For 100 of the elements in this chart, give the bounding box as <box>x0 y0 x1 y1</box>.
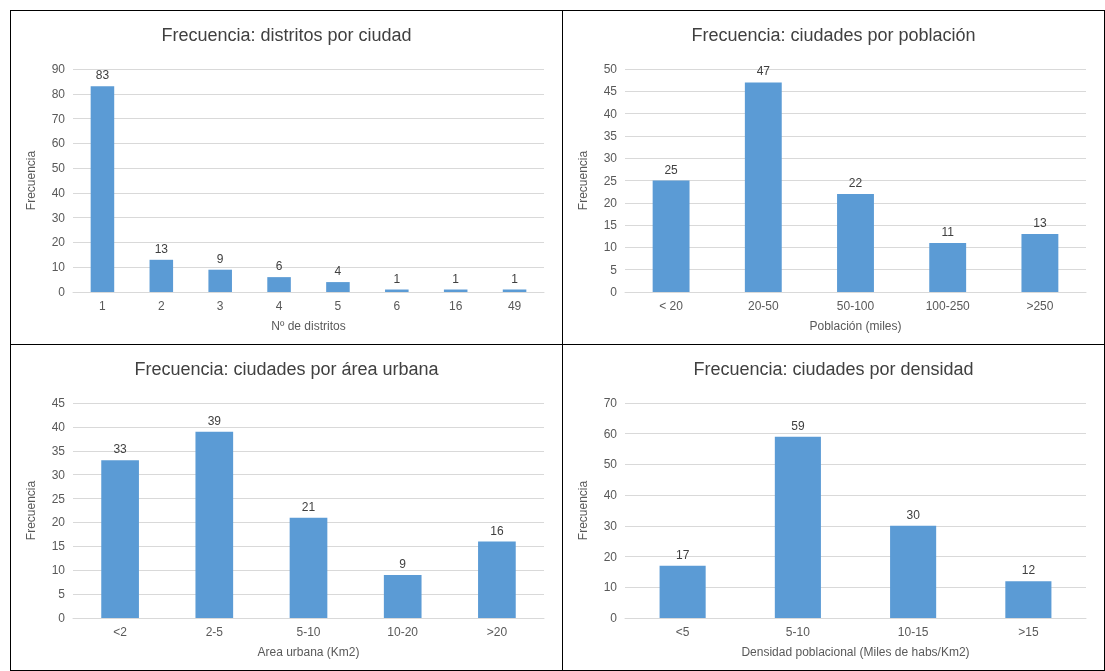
y-tick-label: 45 <box>603 84 618 99</box>
y-axis-title: Frecuencia <box>576 150 590 211</box>
bar <box>652 180 690 292</box>
x-axis-title: Población (miles) <box>809 319 902 333</box>
data-label: 83 <box>95 68 110 83</box>
y-tick-label: 30 <box>603 518 618 533</box>
y-tick-label: 10 <box>603 240 618 255</box>
chart-title: Frecuencia: distritos por ciudad <box>161 25 412 45</box>
y-tick-label: 0 <box>58 611 66 625</box>
y-tick-label: 90 <box>51 62 66 76</box>
y-tick-label: 40 <box>51 419 66 434</box>
y-tick-label: 25 <box>51 491 66 506</box>
bar <box>929 242 967 292</box>
data-label: 1 <box>511 271 519 286</box>
y-tick-label: 0 <box>610 285 618 299</box>
chart-title: Frecuencia: ciudades por densidad <box>693 359 974 379</box>
bar <box>837 193 874 292</box>
y-tick-label: 20 <box>603 549 618 564</box>
y-tick-label: 50 <box>603 62 618 76</box>
x-tick-label: 5 <box>334 299 342 313</box>
x-tick-label: <5 <box>675 625 690 639</box>
x-tick-label: 5-10 <box>296 625 321 639</box>
bar <box>195 431 234 618</box>
x-axis-title: Nº de distritos <box>271 319 346 333</box>
data-label: 25 <box>664 162 679 177</box>
data-label: 33 <box>113 442 128 457</box>
data-label: 22 <box>848 175 863 190</box>
data-label: 47 <box>756 64 771 79</box>
y-tick-label: 20 <box>51 235 66 250</box>
data-label: 4 <box>334 264 342 279</box>
x-tick-label: >250 <box>1026 299 1054 313</box>
x-tick-label: >20 <box>486 625 508 639</box>
y-tick-label: 15 <box>603 218 618 233</box>
chart-title: Frecuencia: ciudades por área urbana <box>134 359 440 379</box>
data-label: 59 <box>791 418 805 433</box>
data-label: 9 <box>216 251 224 266</box>
y-tick-label: 10 <box>603 580 618 595</box>
x-tick-label: 2-5 <box>205 625 224 639</box>
data-label: 39 <box>207 413 222 428</box>
x-tick-label: 6 <box>393 299 401 313</box>
x-tick-label: 10-20 <box>387 625 419 639</box>
x-tick-label: < 20 <box>659 299 684 313</box>
chart-title: Frecuencia: ciudades por población <box>691 25 976 45</box>
y-tick-label: 10 <box>51 260 66 275</box>
y-tick-label: 0 <box>58 285 66 299</box>
y-tick-label: 45 <box>51 396 66 410</box>
x-tick-label: 16 <box>449 299 463 313</box>
data-label: 13 <box>154 241 169 256</box>
y-axis-title: Frecuencia <box>24 150 38 211</box>
data-label: 30 <box>906 507 921 522</box>
bar <box>383 575 422 618</box>
y-tick-label: 30 <box>51 467 66 482</box>
bar <box>267 277 291 292</box>
y-tick-label: 0 <box>610 611 618 625</box>
data-label: 11 <box>941 224 955 239</box>
bar <box>90 86 115 292</box>
bar <box>1021 234 1059 292</box>
y-tick-label: 40 <box>603 488 618 503</box>
y-tick-label: 20 <box>603 195 618 210</box>
y-tick-label: 50 <box>51 161 66 176</box>
bar <box>1005 581 1052 618</box>
y-tick-label: 40 <box>51 185 66 200</box>
y-tick-label: 70 <box>51 111 66 126</box>
y-tick-label: 60 <box>603 426 618 441</box>
x-axis-title: Densidad poblacional (Miles de habs/Km2) <box>741 645 970 659</box>
bar <box>326 282 350 292</box>
y-tick-label: 20 <box>51 515 66 530</box>
data-label: 1 <box>452 271 460 286</box>
bar <box>149 259 174 292</box>
data-label: 13 <box>1033 216 1047 231</box>
y-tick-label: 30 <box>51 210 66 225</box>
bar <box>478 541 516 618</box>
y-tick-label: 60 <box>51 136 66 151</box>
data-label: 6 <box>275 259 283 274</box>
bar <box>101 460 139 618</box>
y-tick-label: 35 <box>51 443 66 458</box>
x-tick-label: 1 <box>99 299 107 313</box>
y-tick-label: 80 <box>51 86 66 101</box>
x-tick-label: <2 <box>113 625 128 639</box>
y-tick-label: 50 <box>603 457 618 472</box>
y-tick-label: 70 <box>603 396 618 410</box>
y-tick-label: 5 <box>610 262 618 277</box>
data-label: 17 <box>675 547 690 562</box>
y-tick-label: 35 <box>603 128 618 143</box>
y-axis-title: Frecuencia <box>576 480 590 541</box>
bar <box>208 269 232 292</box>
y-tick-label: 15 <box>51 539 66 554</box>
y-tick-label: 40 <box>603 106 618 121</box>
x-tick-label: 5-10 <box>785 625 811 639</box>
data-label: 21 <box>301 499 316 514</box>
bar <box>289 517 328 618</box>
x-tick-label: 10-15 <box>897 625 929 639</box>
x-tick-label: 50-100 <box>836 299 875 313</box>
data-label: 12 <box>1021 563 1036 578</box>
x-tick-label: 4 <box>275 299 283 313</box>
bar <box>890 525 937 618</box>
bar <box>774 436 821 618</box>
data-label: 9 <box>399 557 407 571</box>
data-label: 1 <box>393 271 401 286</box>
x-tick-label: >15 <box>1018 625 1039 639</box>
